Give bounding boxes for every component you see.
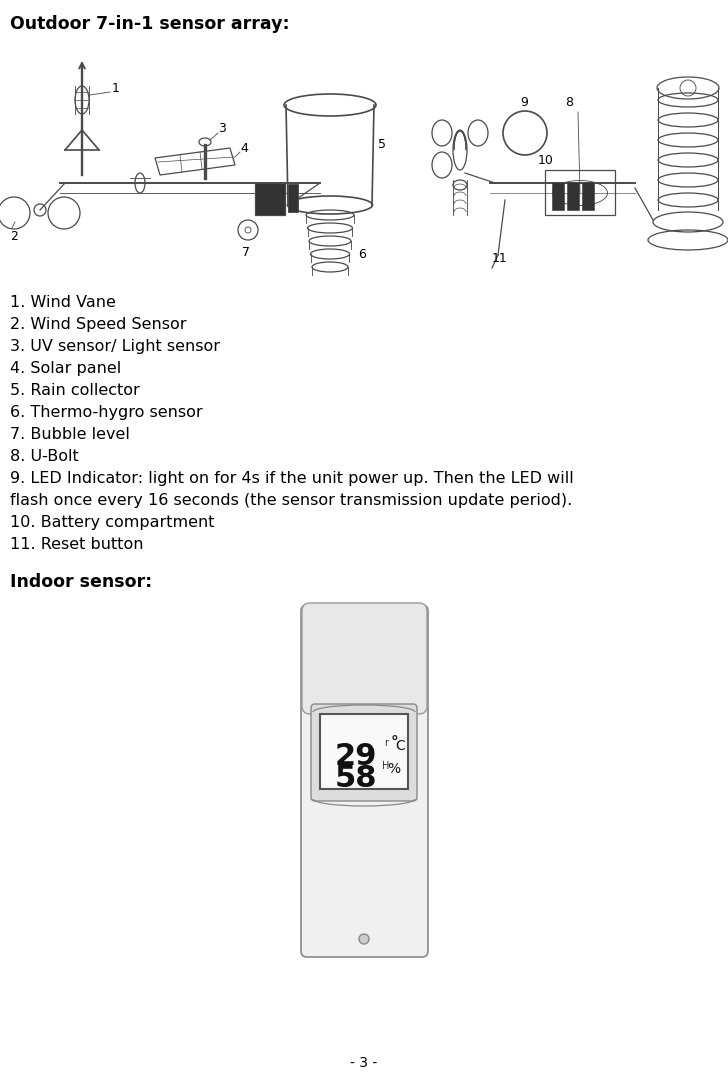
Text: 3. UV sensor/ Light sensor: 3. UV sensor/ Light sensor bbox=[10, 339, 220, 353]
Circle shape bbox=[359, 934, 369, 944]
Text: 10. Battery compartment: 10. Battery compartment bbox=[10, 515, 215, 530]
Text: - 3 -: - 3 - bbox=[350, 1056, 378, 1070]
Text: 6. Thermo-hygro sensor: 6. Thermo-hygro sensor bbox=[10, 405, 202, 421]
Text: 7: 7 bbox=[242, 246, 250, 259]
Text: 5. Rain collector: 5. Rain collector bbox=[10, 383, 140, 398]
Text: 58: 58 bbox=[335, 764, 377, 793]
Text: flash once every 16 seconds (the sensor transmission update period).: flash once every 16 seconds (the sensor … bbox=[10, 493, 572, 508]
Text: 4: 4 bbox=[240, 142, 248, 155]
Text: 2. Wind Speed Sensor: 2. Wind Speed Sensor bbox=[10, 317, 186, 332]
Text: 3: 3 bbox=[218, 121, 226, 134]
FancyBboxPatch shape bbox=[301, 605, 428, 957]
Text: r: r bbox=[384, 738, 388, 748]
Text: 8. U-Bolt: 8. U-Bolt bbox=[10, 449, 79, 464]
Text: 1. Wind Vane: 1. Wind Vane bbox=[10, 295, 116, 310]
Text: 29: 29 bbox=[335, 742, 377, 771]
Text: 1: 1 bbox=[112, 81, 120, 94]
Bar bbox=[582, 182, 594, 210]
FancyBboxPatch shape bbox=[302, 603, 427, 713]
Text: H: H bbox=[382, 761, 389, 771]
Text: 6: 6 bbox=[358, 249, 366, 262]
Text: 11. Reset button: 11. Reset button bbox=[10, 537, 143, 552]
Text: 5: 5 bbox=[378, 138, 386, 151]
Text: 9. LED Indicator: light on for 4s if the unit power up. Then the LED will: 9. LED Indicator: light on for 4s if the… bbox=[10, 471, 574, 486]
Text: Outdoor 7-in-1 sensor array:: Outdoor 7-in-1 sensor array: bbox=[10, 15, 290, 34]
Text: 7. Bubble level: 7. Bubble level bbox=[10, 427, 130, 442]
Bar bbox=[545, 170, 615, 215]
FancyBboxPatch shape bbox=[311, 704, 417, 801]
Text: 10: 10 bbox=[538, 154, 554, 166]
Text: 8: 8 bbox=[565, 96, 573, 109]
Text: 2: 2 bbox=[10, 230, 18, 243]
Text: C: C bbox=[395, 739, 405, 753]
Bar bbox=[320, 713, 408, 789]
Text: 11: 11 bbox=[492, 252, 507, 265]
Text: 4. Solar panel: 4. Solar panel bbox=[10, 361, 122, 376]
Bar bbox=[552, 182, 564, 210]
Text: Indoor sensor:: Indoor sensor: bbox=[10, 573, 152, 591]
Text: %: % bbox=[387, 762, 400, 776]
Bar bbox=[567, 182, 579, 210]
Bar bbox=[255, 183, 285, 215]
Bar bbox=[288, 184, 298, 212]
Text: 9: 9 bbox=[520, 96, 528, 109]
Text: °: ° bbox=[390, 736, 398, 751]
